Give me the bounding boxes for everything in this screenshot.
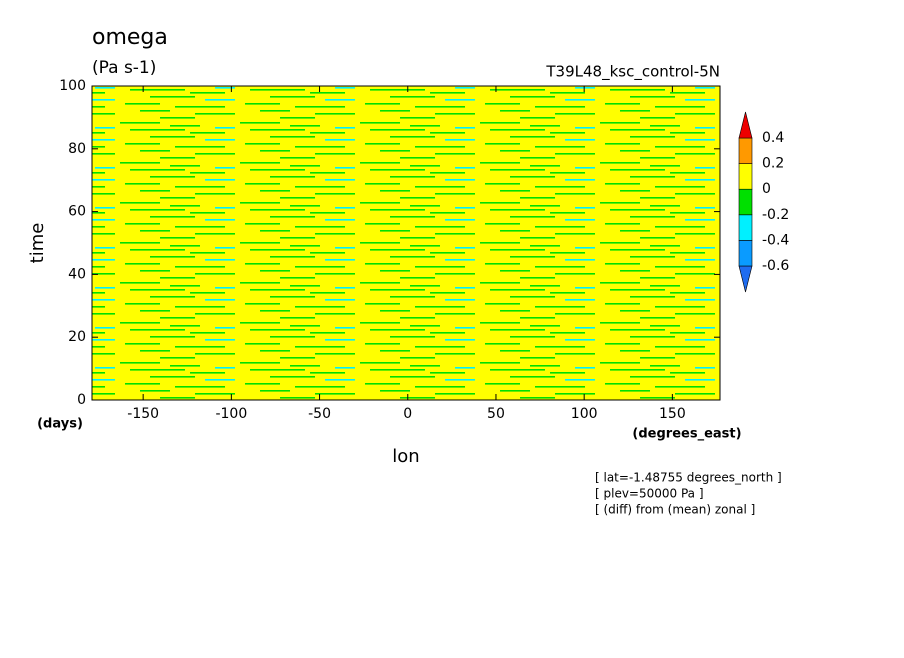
x-tick-label: 150 — [659, 406, 686, 422]
chart-title: omega — [92, 25, 168, 50]
colorbar-label: -0.2 — [762, 207, 789, 223]
plot-frame — [91, 85, 721, 401]
note: [ (diff) from (mean) zonal ] — [595, 503, 755, 517]
colorbar-label: -0.4 — [762, 232, 789, 248]
colorbar-label: 0.4 — [762, 130, 784, 146]
y-tick-label: 60 — [68, 204, 86, 220]
x-axis-label: lon — [392, 446, 419, 467]
y-tick-label: 80 — [68, 141, 86, 157]
contour-field — [92, 86, 720, 400]
y-axis-label: time — [27, 223, 48, 264]
dataset-label: T39L48_ksc_control-5N — [545, 63, 720, 82]
colorbar-label: 0 — [762, 181, 771, 197]
x-tick-label: -100 — [215, 406, 247, 422]
y-tick-label: 0 — [77, 392, 86, 408]
y-tick-label: 100 — [59, 78, 86, 94]
y-tick-label: 20 — [68, 329, 86, 345]
x-tick-label: 0 — [403, 406, 412, 422]
colorbar-box — [738, 214, 753, 241]
x-tick-label: -150 — [127, 406, 159, 422]
x-axis-units: (degrees_east) — [632, 427, 741, 442]
chart-subtitle: (Pa s-1) — [92, 58, 156, 78]
colorbar-box — [738, 188, 753, 216]
x-tick-label: -50 — [308, 406, 331, 422]
colorbar-box — [738, 163, 753, 190]
colorbar-box — [738, 240, 753, 267]
x-tick-label: 50 — [487, 406, 505, 422]
y-tick-label: 40 — [68, 266, 86, 282]
colorbar-arrow-high — [738, 111, 753, 139]
note: [ plev=50000 Pa ] — [595, 487, 704, 501]
note: [ lat=-1.48755 degrees_north ] — [595, 471, 782, 485]
colorbar-label: 0.2 — [762, 156, 784, 172]
colorbar-label: -0.6 — [762, 258, 789, 274]
colorbar-arrow-low — [738, 265, 753, 293]
colorbar-box — [738, 137, 753, 164]
x-tick-label: 100 — [571, 406, 598, 422]
y-axis-units: (days) — [37, 417, 83, 432]
